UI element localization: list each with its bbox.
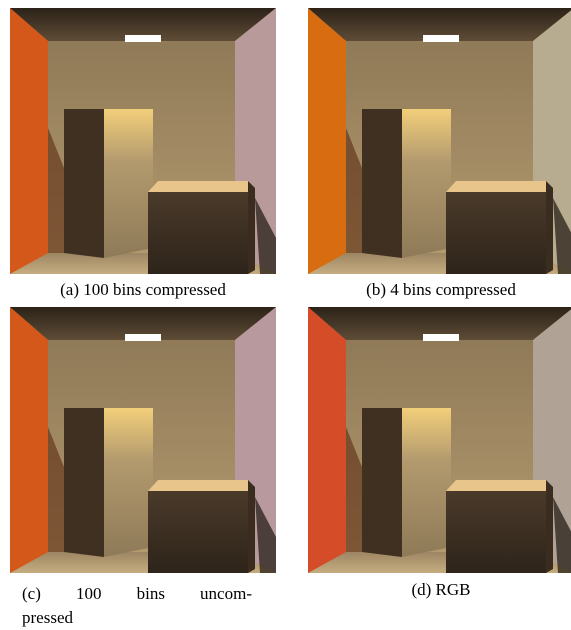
caption-line: (b) 4 bins compressed xyxy=(308,278,571,302)
caption: (a) 100 bins compressed xyxy=(10,278,276,302)
render-c xyxy=(10,307,276,573)
caption: (d) RGB xyxy=(308,578,571,602)
caption-line: pressed xyxy=(22,606,252,630)
render-d xyxy=(308,307,571,573)
word: bins xyxy=(137,582,165,606)
page: (a) 100 bins compressed (b) 4 bins compr… xyxy=(0,0,571,628)
word: uncom- xyxy=(200,582,252,606)
caption: (c) 100 bins uncom- pressed xyxy=(22,582,252,630)
render-a xyxy=(10,8,276,274)
caption-line: (d) RGB xyxy=(308,578,571,602)
caption-line: (a) 100 bins compressed xyxy=(10,278,276,302)
word: 100 xyxy=(76,582,102,606)
caption-line: (c) 100 bins uncom- xyxy=(22,582,252,606)
render-b xyxy=(308,8,571,274)
word: (c) xyxy=(22,582,41,606)
caption: (b) 4 bins compressed xyxy=(308,278,571,302)
